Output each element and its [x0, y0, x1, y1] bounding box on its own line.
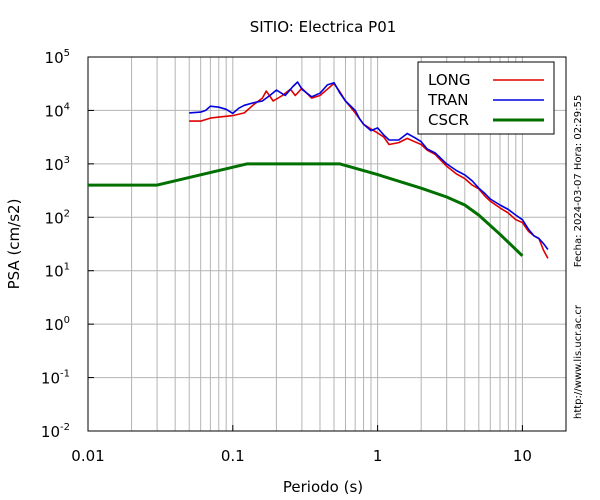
y-tick-label: 103	[45, 155, 70, 174]
y-tick-label: 100	[45, 315, 70, 334]
plot-frame	[87, 56, 567, 432]
x-axis-label: Periodo (s)	[283, 478, 363, 496]
series-line-cscr	[88, 162, 524, 257]
legend-label-long: LONG	[428, 71, 470, 89]
y-tick-label: 10-1	[41, 369, 70, 388]
legend: LONG TRAN CSCR	[417, 61, 555, 135]
y-tick-label: 102	[45, 208, 70, 227]
series-line-tran	[189, 81, 549, 250]
series-line-long	[189, 82, 549, 259]
x-tick-label: 0.01	[71, 447, 104, 465]
x-tick-label: 0.1	[221, 447, 245, 465]
legend-box	[417, 61, 555, 135]
y-tick-label: 104	[45, 101, 70, 120]
y-axis: 10-2 10-1 100 101 102 103 104 105	[41, 48, 94, 441]
grid	[87, 56, 567, 432]
timestamp-label: Fecha: 2024-03-07 Hora: 02:29:55	[573, 95, 584, 268]
y-axis-label: PSA (cm/s2)	[5, 199, 23, 290]
y-tick-label: 105	[45, 48, 70, 67]
y-tick-label: 101	[45, 262, 70, 281]
url-label: http://www.lis.ucr.ac.cr	[573, 304, 584, 419]
chart-title: SITIO: Electrica P01	[250, 18, 397, 36]
y-tick-label: 10-2	[41, 422, 70, 441]
series-layer	[88, 81, 549, 259]
legend-label-cscr: CSCR	[428, 111, 469, 129]
x-tick-label: 10	[513, 447, 532, 465]
x-axis: 0.01 0.1 1 10	[71, 425, 532, 465]
x-tick-label: 1	[373, 447, 383, 465]
legend-label-tran: TRAN	[427, 91, 468, 109]
